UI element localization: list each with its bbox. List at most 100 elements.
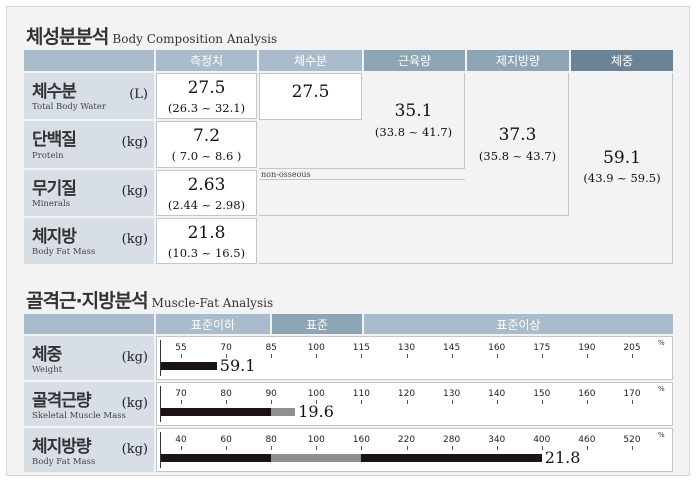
mf-tick-mark [181,354,182,358]
measured-range: (10.3 ~ 16.5) [167,246,246,260]
mf-tick-label: 60 [220,435,232,445]
mf-row-label-en: Skeletal Muscle Mass [32,411,126,421]
mf-tick-mark [316,400,318,404]
mf-tick-mark [361,354,363,358]
measured-water: 27.5 (26.3 ~ 32.1) [156,73,257,119]
mf-tick-label: 145 [443,343,461,353]
mf-tick-mark [226,446,228,450]
mf-tick-mark [632,400,633,404]
measured-value: 2.63 [187,175,226,195]
measured-range: (2.44 ~ 2.98) [167,198,246,212]
ffm-range: (35.8 ~ 43.7) [478,149,557,163]
mf-tick-label: 140 [488,389,506,399]
mf-tick-label: 460 [578,435,596,445]
measured-minerals: 2.63 (2.44 ~ 2.98) [156,170,257,216]
mf-tick-label: 110 [352,389,370,399]
mf-tick-mark [586,400,588,404]
mf-tick-label: 55 [175,343,187,353]
row-unit: (L) [129,87,148,102]
composition-title: 체성분분석 Body Composition Analysis [26,22,277,49]
mf-tick-label: 120 [397,389,416,399]
mf-percent-symbol: % [658,385,665,393]
mf-bar-fill [161,408,272,416]
row-label-en: Minerals [32,199,71,209]
mf-tick-label: 520 [623,435,641,445]
mf-tick-label: 150 [533,389,551,399]
mf-tick-mark [181,400,182,404]
mf-tick-label: 220 [397,435,416,445]
mf-tick-label: 190 [578,343,596,353]
muscle-value: 35.1 [394,101,433,121]
row-label-ko: 체지방 [32,227,77,247]
weight-cell: 59.1 (43.9 ~ 59.5) [259,73,673,264]
mf-tick-label: 170 [623,389,641,399]
muscle-fat-title-en: Muscle-Fat Analysis [151,296,274,310]
weight-range: (43.9 ~ 59.5) [583,171,661,185]
mf-row-label-en: Weight [32,365,63,375]
mf-tick-label: 340 [488,435,506,445]
mf-tick-mark [361,446,363,450]
row-label-en: Protein [32,151,64,161]
measured-range: (26.3 ~ 32.1) [167,101,246,115]
mf-tick-mark [632,354,633,358]
mf-tick-mark [451,354,453,358]
mf-tick-mark [406,446,408,450]
water-total-value: 27.5 [291,82,330,102]
muscle-range: (33.8 ~ 41.7) [374,125,453,139]
mf-tick-label: 100 [307,343,325,353]
mf-tick-label: 80 [265,435,277,445]
mf-row-label-ko: 체지방량 [32,437,92,457]
non-osseous-note: non-osseous [261,170,311,179]
mf-tick-label: 280 [443,435,461,445]
measured-value: 21.8 [187,223,226,243]
measured-protein: 7.2 ( 7.0 ~ 8.6 ) [156,121,257,168]
mf-header-over: 표준이상 [364,314,673,334]
muscle-fat-title-ko: 골격근·지방분석 [26,290,149,312]
row-label-en: Body Fat Mass [32,247,96,257]
mf-row-unit: (kg) [121,442,148,457]
mf-tick-mark [406,400,408,404]
header-weight: 체중 [571,50,673,71]
mf-baseline [160,340,161,376]
mf-bar-fill [161,454,272,462]
mf-tick-mark [541,354,543,358]
composition-title-ko: 체성분분석 [26,26,109,48]
muscle-cell: 35.1 (33.8 ~ 41.7) [259,73,465,169]
mf-bar-value: 59.1 [219,356,256,375]
muscle-fat-title: 골격근·지방분석 Muscle-Fat Analysis [26,286,273,313]
ffm-value: 37.3 [498,125,537,145]
mf-tick-mark [361,400,363,404]
mf-row-label: 골격근량 Skeletal Muscle Mass (kg) [24,382,154,426]
mf-tick-label: 80 [220,389,232,399]
mf-row-unit: (kg) [121,396,148,411]
row-label-ko: 단백질 [32,130,77,150]
mf-tick-label: 70 [175,389,187,399]
mf-tick-mark [226,400,228,404]
measured-value: 7.2 [192,126,221,146]
mf-header-under: 표준이하 [156,314,270,334]
mf-baseline [160,386,161,422]
ffm-cell: 37.3 (35.8 ~ 43.7) [259,73,569,216]
mf-tick-label: 130 [443,389,461,399]
row-label-fat: 체지방 Body Fat Mass (kg) [24,218,154,264]
row-unit: (kg) [121,135,148,150]
header-water: 체수분 [259,50,362,71]
mf-bar-value: 21.8 [544,448,581,467]
mf-tick-label: 70 [220,343,232,353]
mf-tick-label: 160 [352,435,370,445]
mf-row-unit: (kg) [121,350,148,365]
mf-percent-symbol: % [658,431,665,439]
mf-tick-label: 130 [397,343,416,353]
measured-value: 27.5 [187,78,226,98]
row-unit: (kg) [121,232,148,247]
mf-tick-mark [496,400,498,404]
mf-bar-value: 19.6 [298,402,334,421]
mf-tick-mark [316,354,318,358]
mf-tick-label: 205 [623,343,641,353]
mf-tick-mark [586,354,588,358]
row-unit: (kg) [121,184,148,199]
mf-tick-label: 40 [175,435,187,445]
divider [259,179,465,180]
mf-tick-mark [451,400,453,404]
weight-value: 59.1 [603,148,641,168]
